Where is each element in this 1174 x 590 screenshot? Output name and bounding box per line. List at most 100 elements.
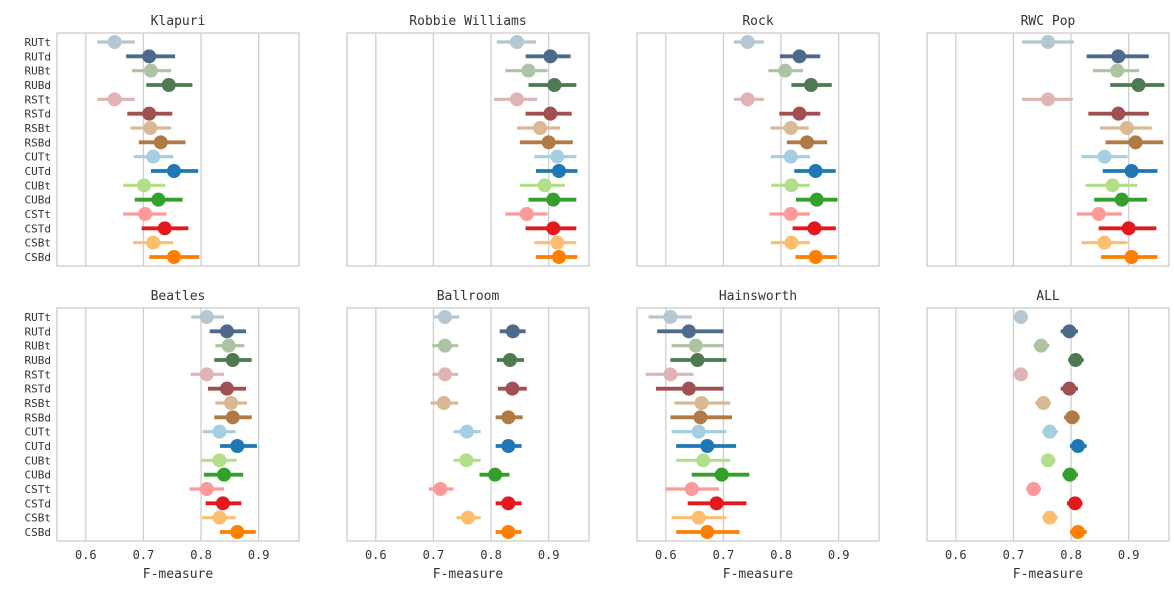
- chart-0-category-label-7: RSBd: [25, 136, 52, 149]
- chart-4-point-RSBd: [225, 410, 240, 425]
- chart-3-panel: RWC Pop: [926, 14, 1170, 267]
- chart-4-category-label-15: CSBd: [25, 526, 52, 539]
- chart-3-point-CUTd: [1124, 164, 1139, 178]
- chart-2-frame: [636, 32, 880, 267]
- chart-7-tick-label-2: 0.8: [1060, 548, 1082, 562]
- chart-3-point-RSTt: [1041, 92, 1055, 107]
- chart-5-point-RUTd: [505, 324, 520, 339]
- chart-4-point-CSBd: [230, 525, 245, 539]
- chart-6-xlabel: F-measure: [723, 567, 794, 582]
- chart-4-category-label-4: RSTt: [25, 368, 52, 381]
- chart-1-point-CSBd: [552, 250, 567, 264]
- chart-5-panel: Ballroom 0.6 0.7 0.8 0.9 F-measure: [346, 289, 590, 582]
- chart-1-point-CUBd: [546, 192, 561, 207]
- chart-4-frame: [56, 307, 300, 542]
- chart-4-tick-label-1: 0.7: [133, 548, 155, 562]
- chart-2-point-RSTt: [740, 92, 755, 107]
- chart-1-point-RSTt: [509, 92, 524, 107]
- chart-7-point-RSBd: [1065, 410, 1080, 425]
- chart-3-point-RUBd: [1131, 78, 1146, 92]
- chart-5-tick-label-0: 0.6: [365, 548, 387, 562]
- chart-5-point-CUTt: [459, 424, 474, 439]
- chart-6-point-CSTt: [684, 482, 699, 496]
- chart-6-point-RSTt: [663, 367, 678, 382]
- chart-1-point-CUTt: [550, 149, 565, 164]
- chart-0-category-label-4: RSTt: [25, 93, 52, 106]
- chart-4-point-RUTd: [219, 324, 234, 339]
- chart-0-category-label-10: CUBt: [25, 179, 52, 192]
- chart-1-point-CSTt: [519, 207, 534, 221]
- chart-5-tick-label-2: 0.8: [480, 548, 502, 562]
- chart-5-point-CUBt: [459, 453, 474, 468]
- chart-2-point-CUTd: [808, 164, 823, 178]
- chart-6-title: Hainsworth: [719, 289, 797, 304]
- chart-0-point-RUBt: [143, 63, 158, 78]
- chart-5-point-CSBt: [461, 510, 475, 525]
- chart-4-category-label-0: RUTt: [25, 311, 52, 324]
- chart-5-point-RUBt: [437, 338, 452, 353]
- chart-7-point-RUTd: [1062, 324, 1077, 339]
- chart-1-point-RSBd: [541, 135, 556, 150]
- chart-1-title: Robbie Williams: [409, 14, 526, 29]
- chart-6-point-RSBt: [694, 396, 709, 410]
- chart-6-point-RSTd: [681, 381, 696, 396]
- chart-7-tick-label-1: 0.7: [1003, 548, 1025, 562]
- chart-0-category-label-6: RSBt: [25, 122, 52, 135]
- chart-2-point-RUBd: [804, 78, 819, 92]
- chart-5-point-CUTd: [501, 439, 516, 453]
- chart-7-point-CUBd: [1062, 467, 1077, 482]
- chart-0-point-CSTd: [157, 221, 172, 236]
- chart-3-point-CSTt: [1091, 207, 1106, 221]
- chart-3-point-CUBt: [1105, 178, 1120, 193]
- chart-4-tick-label-2: 0.8: [190, 548, 212, 562]
- chart-4-point-CUTt: [212, 424, 227, 439]
- chart-6-point-CUTt: [691, 424, 706, 439]
- chart-2-point-CSBd: [808, 250, 823, 264]
- chart-7-point-CSBd: [1070, 525, 1085, 539]
- chart-4-xlabel: F-measure: [143, 567, 214, 582]
- chart-0-category-label-8: CUTt: [25, 151, 52, 164]
- chart-6-point-CUBt: [696, 453, 711, 468]
- chart-4-category-label-1: RUTd: [25, 325, 52, 338]
- chart-5-tick-label-1: 0.7: [423, 548, 445, 562]
- chart-5-point-RSBt: [436, 396, 451, 410]
- chart-0-point-RUTt: [107, 35, 122, 49]
- chart-1-point-RUBt: [521, 63, 536, 78]
- chart-5-point-RUBd: [503, 353, 518, 367]
- chart-3-point-CUTt: [1097, 149, 1112, 164]
- chart-3-frame: [926, 32, 1170, 267]
- chart-0-point-RSTd: [142, 106, 157, 121]
- chart-1-point-CSBt: [550, 235, 565, 250]
- chart-2-point-CSTt: [783, 207, 798, 221]
- chart-4-category-label-11: CUBd: [25, 469, 52, 482]
- chart-2-point-CUBt: [784, 178, 799, 193]
- chart-0-category-label-15: CSBd: [25, 251, 52, 264]
- chart-0-point-CUTt: [146, 149, 161, 164]
- chart-4-point-CSTd: [215, 496, 230, 511]
- chart-4-category-label-8: CUTt: [25, 426, 52, 439]
- chart-4-category-label-12: CSTt: [25, 483, 52, 496]
- chart-5-point-RSTd: [505, 381, 520, 396]
- chart-2-point-RUTd: [792, 49, 807, 64]
- chart-0-point-CUBt: [137, 178, 152, 193]
- chart-0-category-label-5: RSTd: [25, 108, 52, 121]
- chart-6-frame: [636, 307, 880, 542]
- chart-7-point-RSTt: [1013, 367, 1028, 382]
- chart-4-point-CSTt: [199, 482, 214, 496]
- chart-4-point-RSBt: [224, 396, 239, 410]
- chart-4-point-CUBt: [212, 453, 227, 468]
- chart-4-point-RUTt: [199, 310, 214, 324]
- chart-0-category-label-9: CUTd: [25, 165, 52, 178]
- chart-3-point-CSTd: [1121, 221, 1136, 236]
- chart-1-point-RUTd: [543, 49, 558, 64]
- chart-7-panel: ALL 0.6 0.7 0.8 0.9 F-measure: [926, 289, 1170, 582]
- chart-6-point-CSBd: [700, 525, 715, 539]
- chart-2-point-RSBd: [799, 135, 814, 150]
- chart-2-title: Rock: [742, 14, 773, 29]
- chart-1-point-CUTd: [552, 164, 567, 178]
- chart-5-point-RSTt: [437, 367, 452, 382]
- chart-0-frame: [56, 32, 300, 267]
- chart-2-point-CSBt: [784, 235, 799, 250]
